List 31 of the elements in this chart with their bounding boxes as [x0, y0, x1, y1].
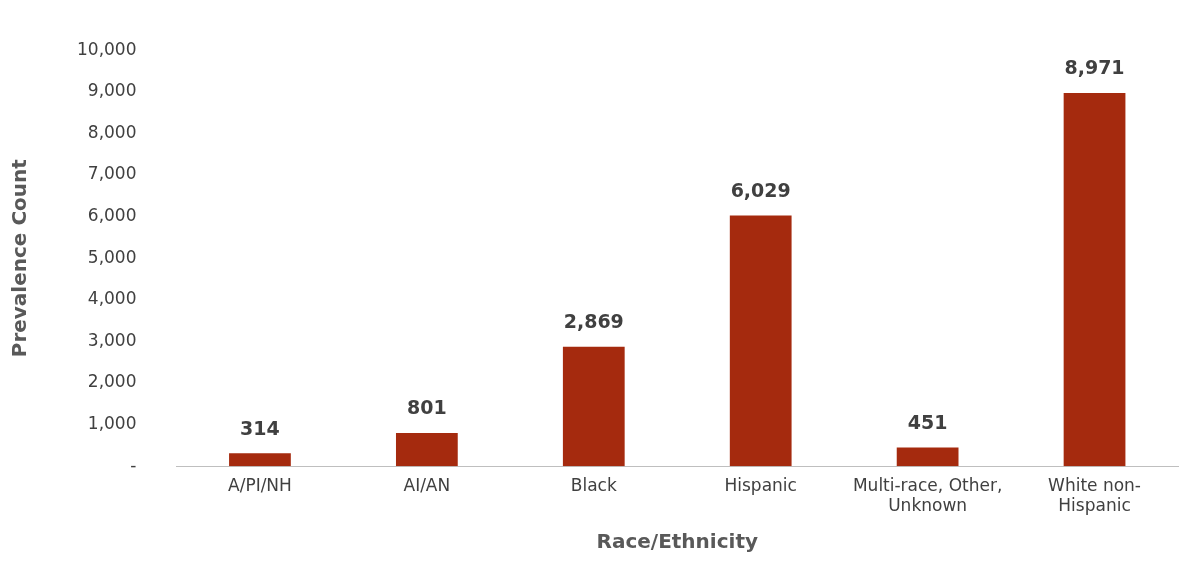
x-tick-label: A/PI/NH [228, 474, 292, 495]
y-tick-label: 1,000 [87, 413, 137, 434]
x-axis-title: Race/Ethnicity [596, 529, 758, 554]
bar [1063, 93, 1126, 467]
bar [562, 346, 625, 467]
x-tick-label: Hispanic [724, 474, 797, 495]
y-tick-label: 7,000 [87, 163, 137, 184]
y-tick-label: 8,000 [87, 121, 137, 142]
data-label: 6,029 [730, 178, 791, 201]
data-label: 314 [240, 416, 280, 439]
y-axis-title: Prevalence Count [7, 158, 32, 358]
x-tick-label: White non-Hispanic [1048, 474, 1141, 516]
bar [229, 453, 291, 467]
data-label: 801 [407, 396, 447, 419]
y-tick-label: 5,000 [87, 246, 137, 267]
x-tick-label: Multi-race, Other, Unknown [852, 474, 1003, 516]
data-label: 451 [907, 410, 948, 433]
x-tick-label: AI/AN [403, 474, 451, 495]
y-tick-label: 10,000 [77, 38, 137, 59]
y-tick-label: 3,000 [87, 329, 137, 350]
y-tick-label: - [130, 454, 137, 475]
y-tick-label: 4,000 [87, 288, 137, 309]
bar [729, 215, 792, 467]
bar [395, 432, 458, 467]
data-label: 2,869 [563, 310, 624, 333]
y-tick-label: 9,000 [87, 80, 137, 101]
y-tick-label: 2,000 [87, 371, 137, 392]
y-tick-label: 6,000 [87, 205, 137, 226]
data-label: 8,971 [1064, 56, 1125, 79]
bar [896, 447, 959, 467]
x-tick-label: Black [570, 474, 617, 495]
